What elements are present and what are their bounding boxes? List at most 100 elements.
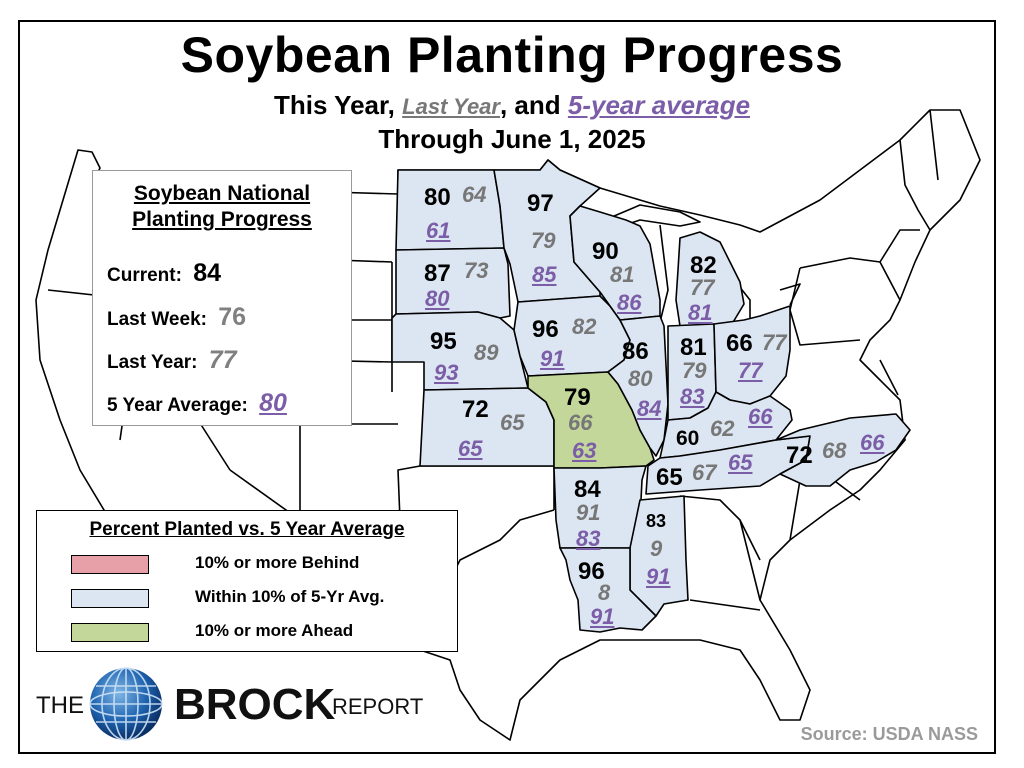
legend-title: Percent Planted vs. 5 Year Average — [89, 519, 405, 540]
legend-label-behind: 10% or more Behind — [195, 553, 360, 572]
national-current-value: 84 — [193, 259, 222, 287]
il-last-year: 80 — [628, 366, 653, 391]
la-current: 96 — [578, 558, 605, 585]
oh-last-year: 77 — [762, 330, 787, 355]
ks-last-year: 65 — [500, 410, 525, 435]
national-last-week-row: Last Week: 76 — [107, 303, 246, 332]
national-last-year-label: Last Year: — [107, 352, 198, 373]
map-ne-lines — [789, 109, 939, 396]
nc-last-year: 68 — [822, 438, 847, 463]
mo-avg: 63 — [572, 438, 597, 463]
mi-avg: 81 — [688, 300, 713, 325]
nd-last-year: 64 — [462, 182, 487, 207]
ne-current: 95 — [430, 328, 457, 355]
ia-last-year: 82 — [572, 314, 597, 339]
ky-current: 60 — [676, 427, 700, 450]
in-avg: 83 — [680, 384, 705, 409]
nc-avg: 66 — [860, 430, 885, 455]
national-heading-line2: Planting Progress — [132, 208, 312, 231]
mn-current: 97 — [527, 190, 554, 217]
legend-label-ahead: 10% or more Ahead — [195, 621, 354, 640]
legend-swatch-within — [71, 589, 149, 608]
ia-avg: 91 — [540, 346, 565, 371]
oh-avg: 77 — [738, 358, 763, 383]
legend: Percent Planted vs. 5 Year Average 10% o… — [36, 510, 458, 652]
ar-current: 84 — [574, 476, 601, 503]
ms-avg: 91 — [646, 564, 671, 589]
legend-swatch-behind — [71, 555, 149, 574]
ar-avg: 83 — [576, 526, 601, 551]
mi-current: 82 — [690, 252, 717, 279]
nc-current: 72 — [786, 442, 813, 469]
ar-last-year: 91 — [576, 500, 601, 525]
il-current: 86 — [622, 338, 649, 365]
page-subtitle: This Year, Last Year, and 5-year average — [0, 90, 1024, 121]
mn-avg: 85 — [532, 262, 557, 287]
brock-report-logo: THE BROCK REPORT — [32, 664, 452, 744]
national-avg-label: 5 Year Average: — [107, 395, 248, 416]
national-heading-line1: Soybean National — [133, 182, 311, 205]
national-progress-box: Soybean National Planting Progress Curre… — [92, 170, 352, 426]
national-last-year-value: 77 — [208, 346, 237, 374]
mi-last-year: 77 — [690, 275, 715, 300]
page-title: Soybean Planting Progress — [180, 27, 844, 83]
subtitle-middle: , and — [499, 90, 568, 120]
state-il — [607, 315, 669, 457]
in-current: 81 — [680, 334, 707, 361]
wi-last-year: 81 — [610, 262, 635, 287]
national-avg-value: 80 — [259, 389, 287, 417]
map-lakes — [599, 204, 801, 330]
tn-last-year: 67 — [692, 460, 717, 485]
mn-last-year: 79 — [531, 228, 556, 253]
national-current-label: Current: — [107, 265, 182, 286]
state-ne — [391, 311, 529, 391]
logo-brock: BROCK — [174, 680, 336, 729]
date-line: Through June 1, 2025 — [378, 124, 646, 154]
subtitle-prefix: This Year, — [273, 90, 403, 120]
state-mi — [675, 231, 745, 327]
ms-current: 83 — [646, 511, 667, 531]
ks-avg: 65 — [458, 436, 483, 461]
ks-current: 72 — [462, 396, 489, 423]
mo-current: 79 — [564, 384, 591, 411]
state-nc — [775, 413, 911, 487]
tn-avg: 65 — [728, 450, 753, 475]
nd-avg: 61 — [426, 218, 451, 243]
national-last-year-row: Last Year: 77 — [107, 346, 237, 375]
wi-current: 90 — [592, 238, 619, 265]
national-box-title: Soybean National Planting Progress — [93, 181, 351, 233]
in-last-year: 79 — [682, 358, 707, 383]
oh-current: 66 — [726, 330, 753, 357]
nd-current: 80 — [424, 184, 451, 211]
sd-avg: 80 — [425, 286, 450, 311]
national-last-week-label: Last Week: — [107, 309, 207, 330]
ky-avg: 66 — [748, 404, 773, 429]
ne-last-year: 89 — [474, 340, 499, 365]
legend-label-within: Within 10% of 5-Yr Avg. — [195, 587, 385, 606]
state-la — [559, 547, 657, 633]
legend-swatch-ahead — [71, 623, 149, 642]
ia-current: 96 — [532, 316, 559, 343]
page-frame — [18, 20, 996, 754]
ky-last-year: 62 — [710, 416, 735, 441]
subtitle-five-year: 5-year average — [567, 90, 751, 120]
mo-last-year: 66 — [568, 410, 593, 435]
national-current-row: Current: 84 — [107, 259, 221, 288]
national-last-week-value: 76 — [218, 303, 247, 331]
ne-avg: 93 — [434, 360, 459, 385]
il-avg: 84 — [637, 396, 662, 421]
national-avg-row: 5 Year Average: 80 — [107, 389, 287, 418]
tn-current: 65 — [656, 464, 683, 491]
state-sd — [395, 247, 511, 319]
logo-the: THE — [36, 692, 84, 719]
la-avg: 91 — [590, 604, 615, 629]
globe-icon — [89, 667, 163, 741]
sd-last-year: 73 — [464, 258, 489, 283]
logo-report: REPORT — [332, 694, 424, 719]
sd-current: 87 — [424, 260, 451, 287]
source-note: Source: USDA NASS — [800, 724, 978, 744]
la-last-year: 8 — [598, 580, 611, 605]
subtitle-last-year: Last Year — [402, 94, 500, 119]
wi-avg: 86 — [617, 290, 642, 315]
